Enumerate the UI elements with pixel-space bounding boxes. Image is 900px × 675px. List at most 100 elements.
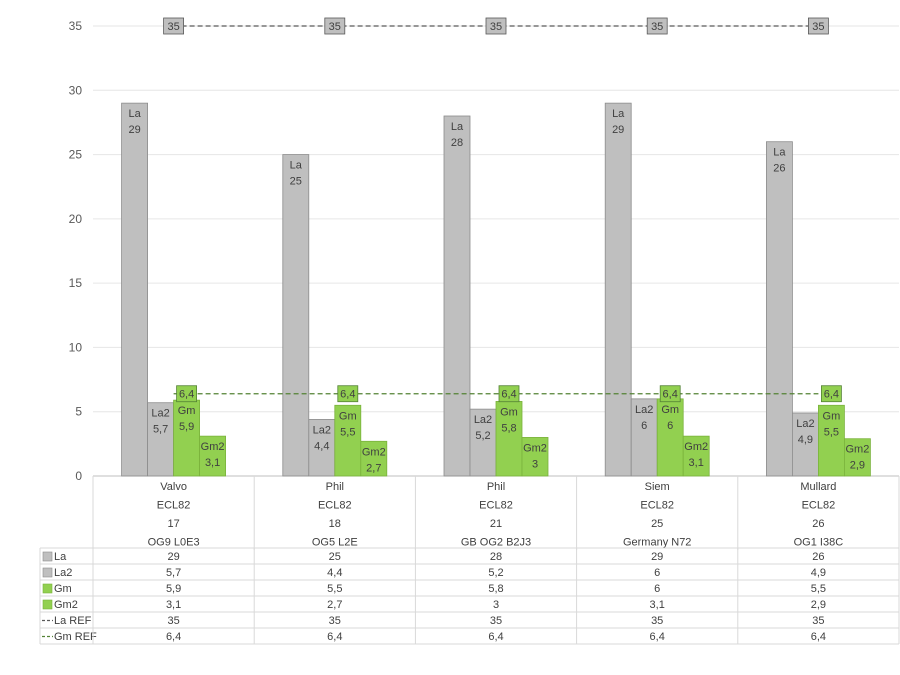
table-value: 6,4 bbox=[811, 631, 826, 643]
bar-value-label: 2,9 bbox=[850, 460, 865, 472]
bar-value-label: 3,1 bbox=[689, 457, 704, 469]
ref-value-box bbox=[163, 17, 185, 35]
table-value: 6,4 bbox=[166, 631, 181, 643]
legend-entry: La bbox=[54, 551, 67, 563]
ref-value-box bbox=[176, 385, 198, 403]
bar-gm2 bbox=[521, 437, 549, 477]
table-value: 35 bbox=[812, 615, 824, 627]
legend-entry: La REF bbox=[54, 615, 92, 627]
category-label: 18 bbox=[329, 518, 341, 530]
bar-value-label: 5,5 bbox=[340, 426, 355, 438]
bar-series-label: Gm bbox=[661, 404, 679, 416]
table-value: 35 bbox=[651, 615, 663, 627]
legend-key bbox=[42, 599, 53, 610]
table-value: 35 bbox=[329, 615, 341, 627]
legend-key bbox=[42, 551, 53, 562]
table-value: 4,4 bbox=[327, 567, 342, 579]
category-label: ECL82 bbox=[479, 500, 513, 512]
bar-series-label: La bbox=[612, 108, 625, 120]
y-tick-label: 20 bbox=[69, 212, 83, 226]
table-value: 26 bbox=[812, 551, 824, 563]
bar-gm bbox=[656, 398, 684, 477]
bar-series-label: La2 bbox=[151, 408, 169, 420]
table-value: 5,8 bbox=[488, 583, 503, 595]
bar-series-label: La2 bbox=[635, 404, 653, 416]
bar-series-label: La2 bbox=[474, 414, 492, 426]
table-value: 3,1 bbox=[166, 599, 181, 611]
bar-value-label: 6 bbox=[641, 420, 647, 432]
bar-la bbox=[766, 141, 793, 477]
bar-series-label: La2 bbox=[313, 424, 331, 436]
ref-value-box bbox=[337, 385, 359, 403]
ref-value-label: 35 bbox=[812, 21, 824, 33]
table-value: 6,4 bbox=[650, 631, 665, 643]
category-label: Phil bbox=[487, 481, 505, 493]
y-tick-label: 25 bbox=[69, 148, 83, 162]
category-label: 21 bbox=[490, 518, 502, 530]
y-tick-label: 5 bbox=[75, 405, 82, 419]
bar-gm bbox=[334, 404, 362, 477]
table-value: 3 bbox=[493, 599, 499, 611]
bar-value-label: 2,7 bbox=[366, 462, 381, 474]
bar-value-label: 5,2 bbox=[475, 430, 490, 442]
legend-key bbox=[42, 583, 53, 594]
table-value: 6 bbox=[654, 567, 660, 579]
table-value: 5,2 bbox=[488, 567, 503, 579]
category-label: 25 bbox=[651, 518, 663, 530]
bar-value-label: 6 bbox=[667, 420, 673, 432]
table-value: 5,9 bbox=[166, 583, 181, 595]
bar-value-label: 25 bbox=[290, 176, 302, 188]
ref-value-label: 35 bbox=[329, 21, 341, 33]
bar-series-label: La bbox=[128, 108, 141, 120]
category-label: OG9 L0E3 bbox=[148, 537, 200, 549]
table-value: 6 bbox=[654, 583, 660, 595]
category-label: Mullard bbox=[800, 481, 836, 493]
ref-value-box bbox=[324, 17, 346, 35]
ref-value-box bbox=[485, 17, 507, 35]
legend-entry: Gm REF bbox=[54, 631, 97, 643]
category-label: ECL82 bbox=[318, 500, 352, 512]
bar-series-label: Gm bbox=[500, 406, 518, 418]
y-tick-label: 10 bbox=[69, 340, 83, 354]
bar-series-label: Gm bbox=[823, 410, 841, 422]
bar-value-label: 3,1 bbox=[205, 457, 220, 469]
bar-value-label: 4,4 bbox=[314, 440, 329, 452]
ref-value-box bbox=[821, 385, 842, 403]
bar-value-label: 28 bbox=[451, 137, 463, 149]
legend-entry: La2 bbox=[54, 567, 72, 579]
table-value: 35 bbox=[490, 615, 502, 627]
y-tick-label: 30 bbox=[69, 83, 83, 97]
category-label: ECL82 bbox=[640, 500, 674, 512]
bar-la bbox=[604, 102, 632, 477]
category-label: GB OG2 B2J3 bbox=[461, 537, 531, 549]
table-value: 3,1 bbox=[650, 599, 665, 611]
table-value: 35 bbox=[167, 615, 179, 627]
bar-series-label: Gm bbox=[339, 410, 357, 422]
legend-entry: Gm2 bbox=[54, 599, 78, 611]
y-tick-label: 35 bbox=[69, 19, 83, 33]
table-value: 5,7 bbox=[166, 567, 181, 579]
legend-entry: Gm bbox=[54, 583, 72, 595]
bar-series-label: La bbox=[290, 160, 303, 172]
bar-series-label: La bbox=[773, 147, 786, 159]
bar-series-label: Gm2 bbox=[684, 441, 708, 453]
category-label: ECL82 bbox=[802, 500, 836, 512]
category-label: OG5 L2E bbox=[312, 537, 358, 549]
bar-value-label: 5,9 bbox=[179, 421, 194, 433]
ref-value-label: 6,4 bbox=[824, 389, 839, 401]
category-label: ECL82 bbox=[157, 500, 191, 512]
category-label: 17 bbox=[167, 518, 179, 530]
ref-value-label: 6,4 bbox=[501, 389, 516, 401]
bar-series-label: Gm2 bbox=[523, 442, 547, 454]
category-label: Siem bbox=[645, 481, 670, 493]
bar-value-label: 29 bbox=[612, 124, 624, 136]
category-label: OG1 I38C bbox=[794, 537, 844, 549]
bar-series-label: Gm2 bbox=[362, 446, 386, 458]
bar-value-label: 3 bbox=[532, 458, 538, 470]
bar-value-label: 5,5 bbox=[824, 426, 839, 438]
bar-value-label: 4,9 bbox=[798, 434, 813, 446]
bar-la bbox=[121, 102, 148, 477]
ref-value-box bbox=[659, 385, 681, 403]
table-value: 5,5 bbox=[327, 583, 342, 595]
